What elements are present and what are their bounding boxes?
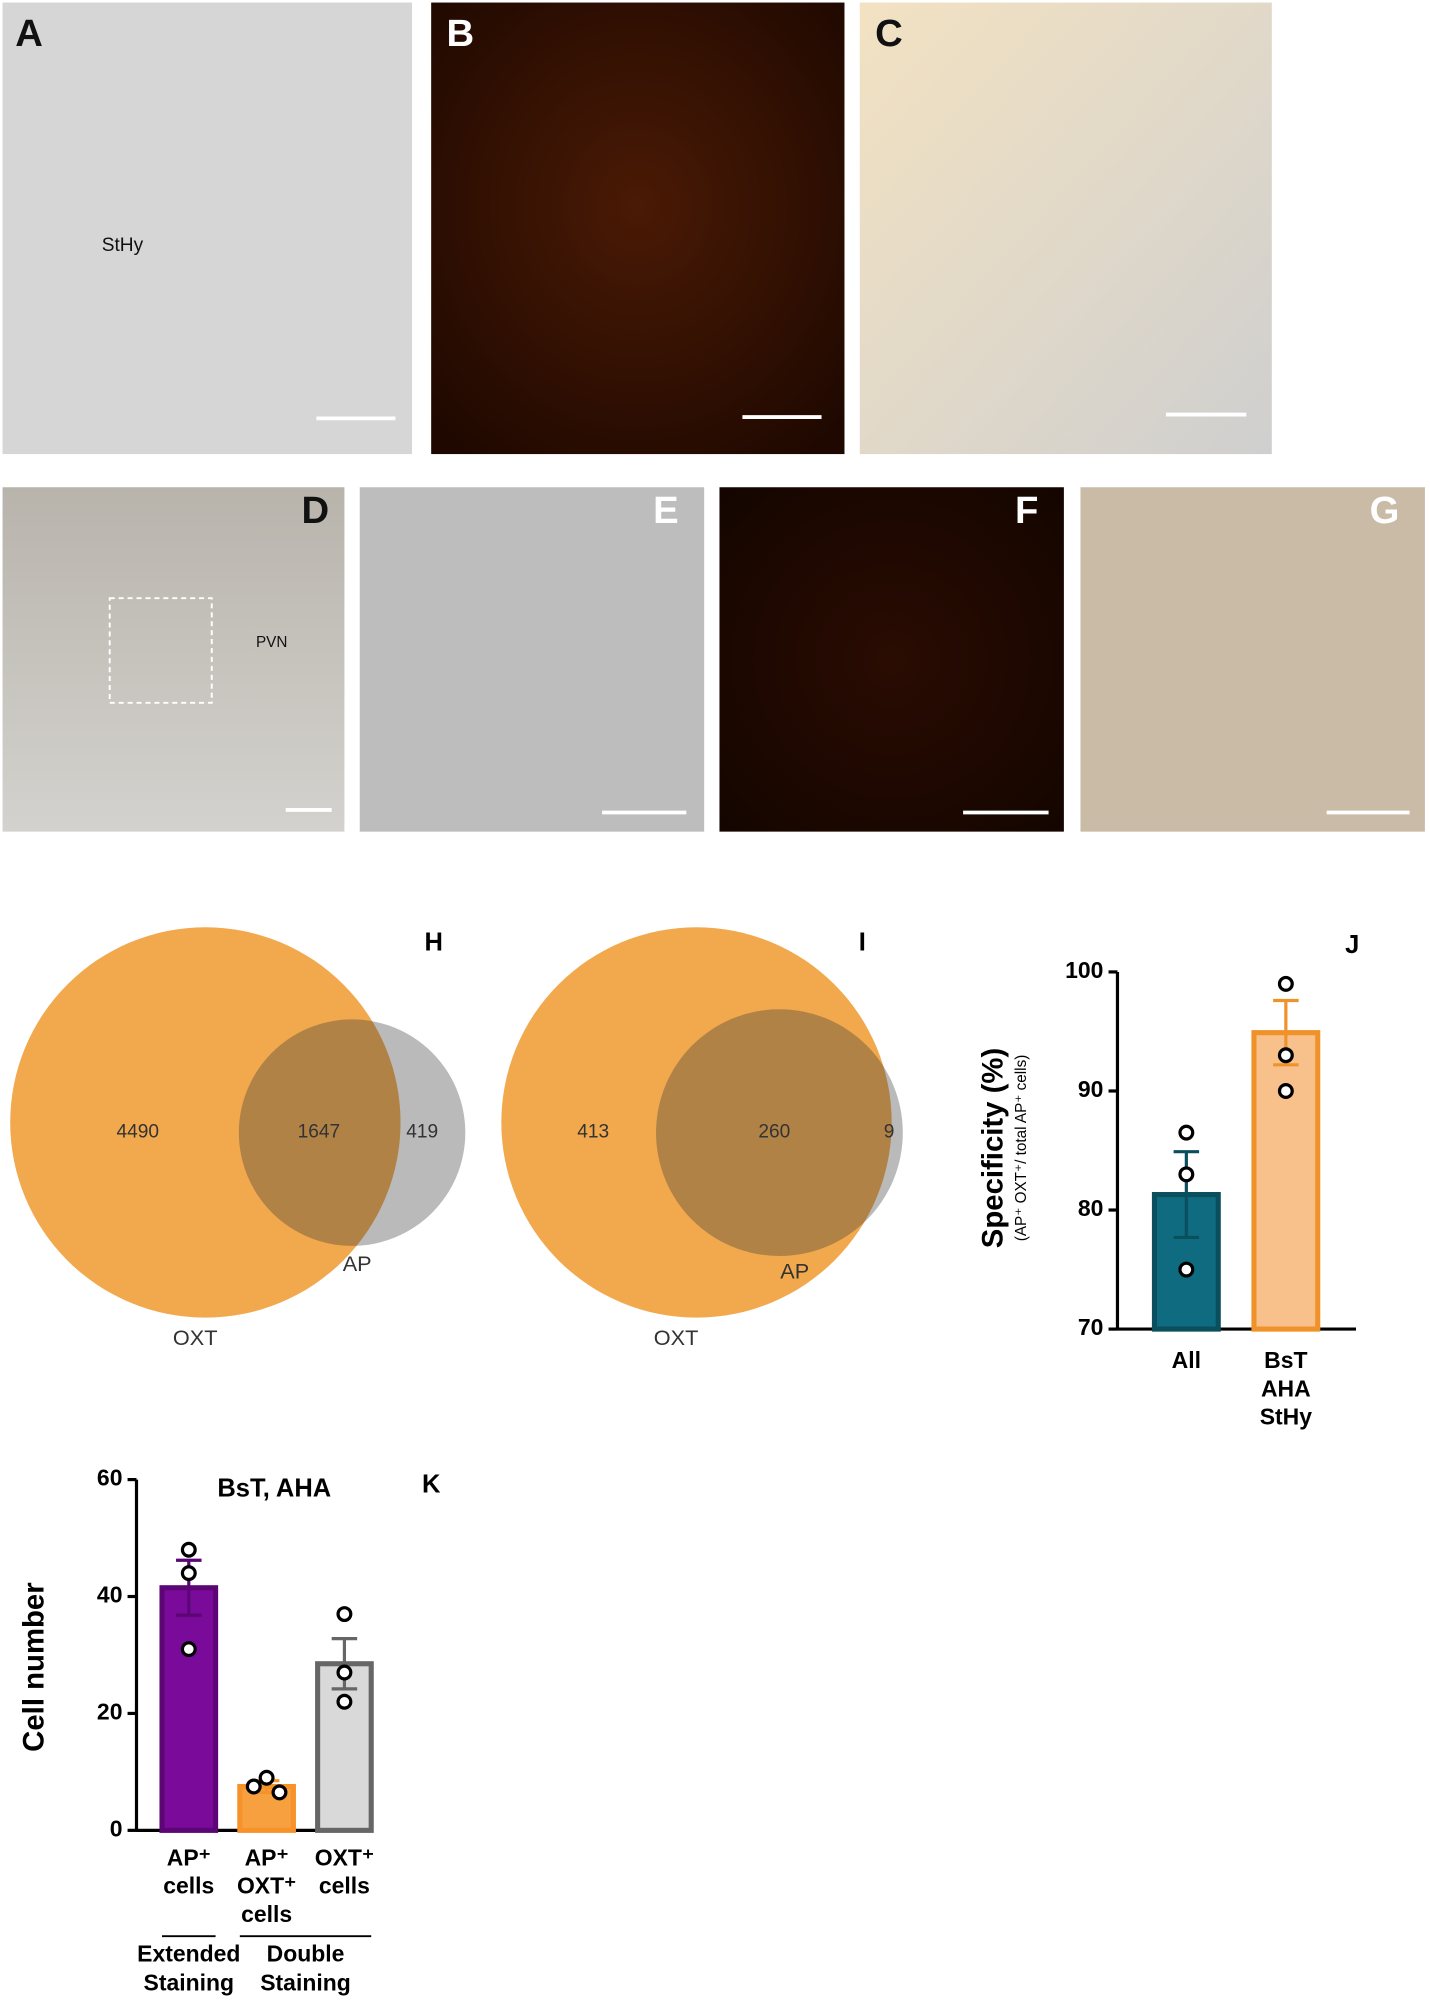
bar	[315, 1661, 374, 1833]
y-axis-title: Specificity (%)	[977, 1048, 1010, 1248]
micrograph	[859, 2, 1272, 455]
micrograph	[431, 2, 845, 455]
group-label: Double Staining	[260, 1940, 351, 1995]
panel-label: G	[1370, 489, 1400, 532]
panel-label: H	[425, 929, 443, 957]
y-tick-label: 40	[97, 1582, 123, 1608]
scale-bars	[285, 412, 1410, 815]
panel-label: F	[1015, 489, 1038, 532]
region-count: 260	[758, 1122, 790, 1143]
set-circle	[238, 1019, 466, 1246]
bar	[1251, 1030, 1321, 1332]
data-point	[1178, 1124, 1195, 1141]
data-point	[1178, 1261, 1195, 1278]
data-point	[1277, 975, 1294, 992]
data-point	[336, 1693, 353, 1710]
y-tick-label: 0	[110, 1815, 123, 1841]
y-tick-label: 70	[1078, 1314, 1104, 1340]
data-point	[336, 1606, 353, 1623]
y-tick-label: 100	[1065, 957, 1103, 983]
y-tick-label: 20	[97, 1698, 123, 1724]
x-tick-label: AP⁺ cells	[163, 1845, 214, 1899]
data-point	[258, 1769, 275, 1786]
data-point	[1178, 1166, 1195, 1183]
data-point	[245, 1778, 262, 1795]
data-point	[1277, 1047, 1294, 1064]
region-label: StHy	[102, 235, 144, 256]
region-count: 4490	[116, 1122, 159, 1143]
data-point	[271, 1784, 288, 1801]
region-count: 1647	[298, 1122, 341, 1143]
chart-title: BsT, AHA	[217, 1475, 331, 1503]
group-label: Extended Staining	[137, 1940, 240, 1995]
inset-box	[108, 597, 213, 704]
data-point	[180, 1541, 197, 1558]
region-label: PVN	[256, 634, 287, 651]
panel-label: J	[1345, 931, 1359, 959]
region-count: 413	[577, 1122, 609, 1143]
set-label: AP	[343, 1251, 372, 1276]
data-point	[336, 1664, 353, 1681]
x-tick-label: BsT AHA StHy	[1260, 1347, 1313, 1429]
panel-label: I	[859, 929, 866, 957]
y-tick-label: 90	[1078, 1076, 1104, 1102]
set-label: AP	[780, 1259, 809, 1284]
set-label: OXT	[654, 1325, 699, 1350]
data-point	[180, 1641, 197, 1658]
region-count: 419	[406, 1122, 438, 1143]
data-point	[1277, 1083, 1294, 1099]
x-tick-label: AP⁺ OXT⁺ cells	[237, 1845, 296, 1927]
micrograph	[1080, 487, 1425, 832]
x-tick-label: OXT⁺ cells	[315, 1845, 374, 1899]
y-axis-subtitle: (AP⁺ OXT⁺/ total AP⁺ cells)	[1013, 1055, 1030, 1242]
set-circle	[10, 927, 401, 1318]
data-point	[180, 1565, 197, 1582]
micrograph	[2, 2, 413, 455]
panel-label: A	[15, 12, 43, 55]
micrograph	[2, 487, 345, 832]
y-tick-label: 60	[97, 1465, 123, 1491]
micrograph	[359, 487, 705, 832]
bar	[159, 1585, 219, 1833]
y-tick-label: 80	[1078, 1195, 1104, 1221]
panel-label: E	[653, 489, 679, 532]
y-axis-title: Cell number	[17, 1582, 50, 1751]
panel-label: K	[422, 1471, 441, 1499]
set-circle	[501, 927, 892, 1318]
set-label: OXT	[173, 1325, 218, 1350]
set-circle	[656, 1009, 903, 1257]
region-count: 9	[884, 1122, 895, 1143]
panel-label: C	[875, 12, 903, 55]
panel-label: B	[446, 12, 474, 55]
x-tick-label: All	[1172, 1347, 1201, 1373]
image-panels	[2, 2, 1425, 832]
micrograph	[719, 487, 1064, 832]
panel-label: D	[301, 489, 329, 532]
